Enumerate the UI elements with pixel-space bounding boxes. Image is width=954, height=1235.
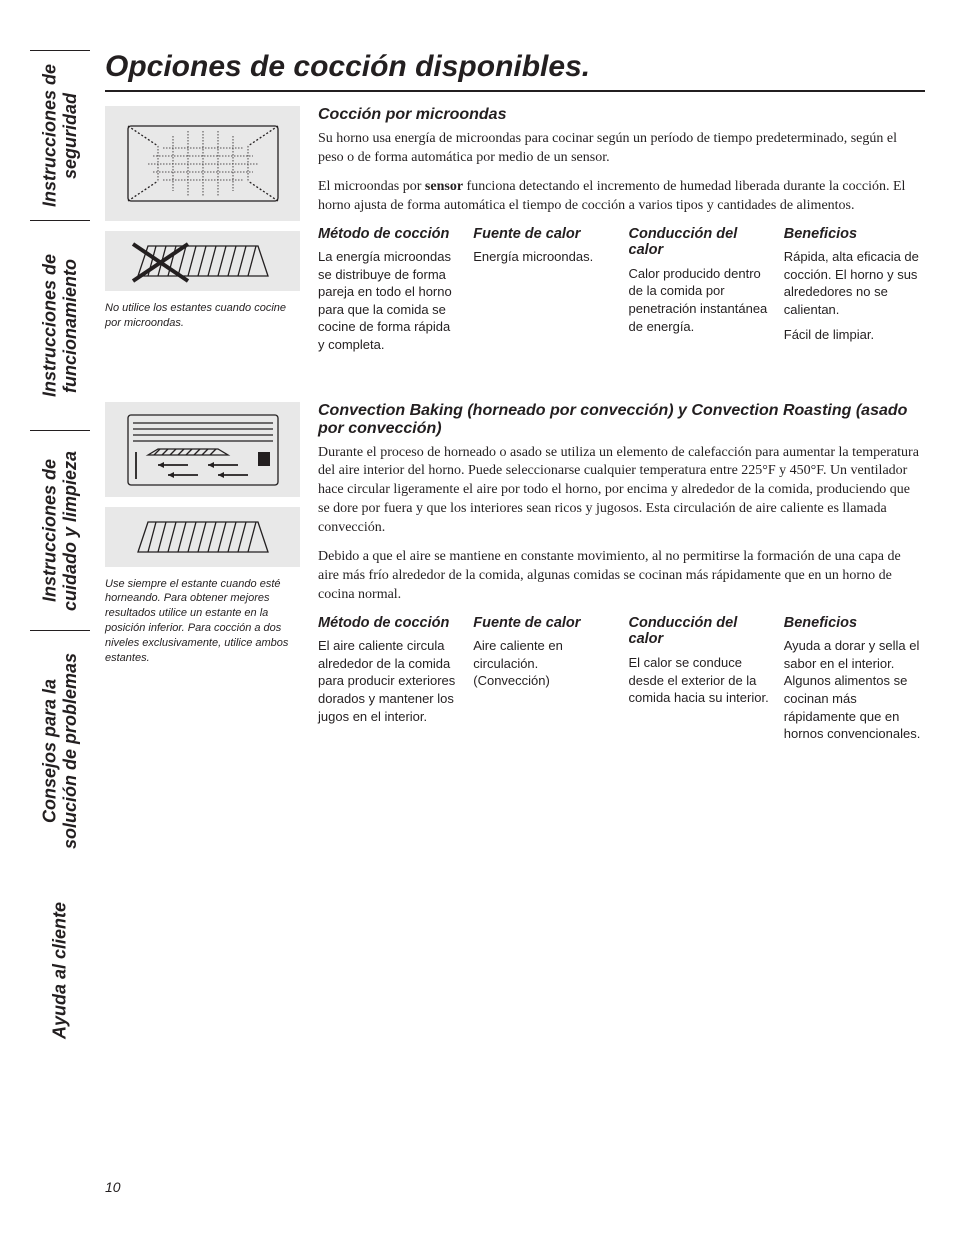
col-body: Ayuda a dorar y sella el sabor en el int…	[784, 637, 925, 742]
figure-column: Use siempre el estante cuando esté horne…	[105, 402, 300, 751]
col-heading: Conducción del calor	[629, 615, 770, 648]
col-body: El aire caliente circula alrededor de la…	[318, 637, 459, 725]
col-metodo: Método de cocción El aire caliente circu…	[318, 615, 459, 751]
figure-caption: No utilice los estantes cuando cocine po…	[105, 301, 300, 331]
sidebar-item-limpieza: Instrucciones de cuidado y limpieza	[30, 430, 90, 630]
main-content: Opciones de cocción disponibles.	[105, 50, 925, 791]
columns-row: Método de cocción La energía microondas …	[318, 226, 925, 362]
sidebar-item-funcionamiento: Instrucciones de funcionamiento	[30, 220, 90, 430]
columns-row: Método de cocción El aire caliente circu…	[318, 615, 925, 751]
intro-para: Durante el proceso de horneado o asado s…	[318, 444, 925, 538]
figure-no-rack	[105, 231, 300, 291]
figure-rack	[105, 507, 300, 567]
col-body: Rápida, alta eficacia de cocción. El hor…	[784, 248, 925, 344]
col-body: Calor producido dentro de la comida por …	[629, 265, 770, 335]
intro-para: Su horno usa energía de microondas para …	[318, 130, 925, 168]
section-heading: Convection Baking (horneado por convecci…	[318, 402, 925, 438]
sidebar-item-seguridad: Instrucciones de seguridad	[30, 50, 90, 220]
col-body: Energía microondas.	[473, 248, 614, 266]
sidebar-nav: Instrucciones de seguridad Instrucciones…	[30, 50, 90, 1180]
col-heading: Fuente de calor	[473, 615, 614, 632]
content-column: Cocción por microondas Su horno usa ener…	[318, 106, 925, 362]
figure-microwave-energy	[105, 106, 300, 221]
col-metodo: Método de cocción La energía microondas …	[318, 226, 459, 362]
sidebar-item-problemas: Consejos para la solución de problemas	[30, 630, 90, 870]
figure-caption: Use siempre el estante cuando esté horne…	[105, 577, 300, 666]
figure-column: No utilice los estantes cuando cocine po…	[105, 106, 300, 362]
col-heading: Beneficios	[784, 226, 925, 243]
sidebar-item-ayuda: Ayuda al cliente	[30, 870, 90, 1070]
content-column: Convection Baking (horneado por convecci…	[318, 402, 925, 751]
page-number: 10	[105, 1179, 121, 1195]
col-conduccion: Conducción del calor El calor se conduce…	[629, 615, 770, 751]
col-conduccion: Conducción del calor Calor producido den…	[629, 226, 770, 362]
col-beneficios: Beneficios Ayuda a dorar y sella el sabo…	[784, 615, 925, 751]
col-heading: Beneficios	[784, 615, 925, 632]
col-body: El calor se conduce desde el exterior de…	[629, 654, 770, 707]
section-heading: Cocción por microondas	[318, 106, 925, 124]
col-heading: Método de cocción	[318, 615, 459, 632]
col-fuente: Fuente de calor Aire caliente en circula…	[473, 615, 614, 751]
figure-convection-flow	[105, 402, 300, 497]
col-body: La energía microondas se distribuye de f…	[318, 248, 459, 353]
col-heading: Fuente de calor	[473, 226, 614, 243]
intro-para: Debido a que el aire se mantiene en cons…	[318, 548, 925, 605]
intro-para: El microondas por sensor funciona detect…	[318, 178, 925, 216]
col-fuente: Fuente de calor Energía microondas.	[473, 226, 614, 362]
page-title: Opciones de cocción disponibles.	[105, 50, 925, 92]
col-body: Aire caliente en circulación. (Convecció…	[473, 637, 614, 690]
col-beneficios: Beneficios Rápida, alta eficacia de cocc…	[784, 226, 925, 362]
section-microondas: No utilice los estantes cuando cocine po…	[105, 106, 925, 362]
col-heading: Método de cocción	[318, 226, 459, 243]
col-heading: Conducción del calor	[629, 226, 770, 259]
section-conveccion: Use siempre el estante cuando esté horne…	[105, 402, 925, 751]
